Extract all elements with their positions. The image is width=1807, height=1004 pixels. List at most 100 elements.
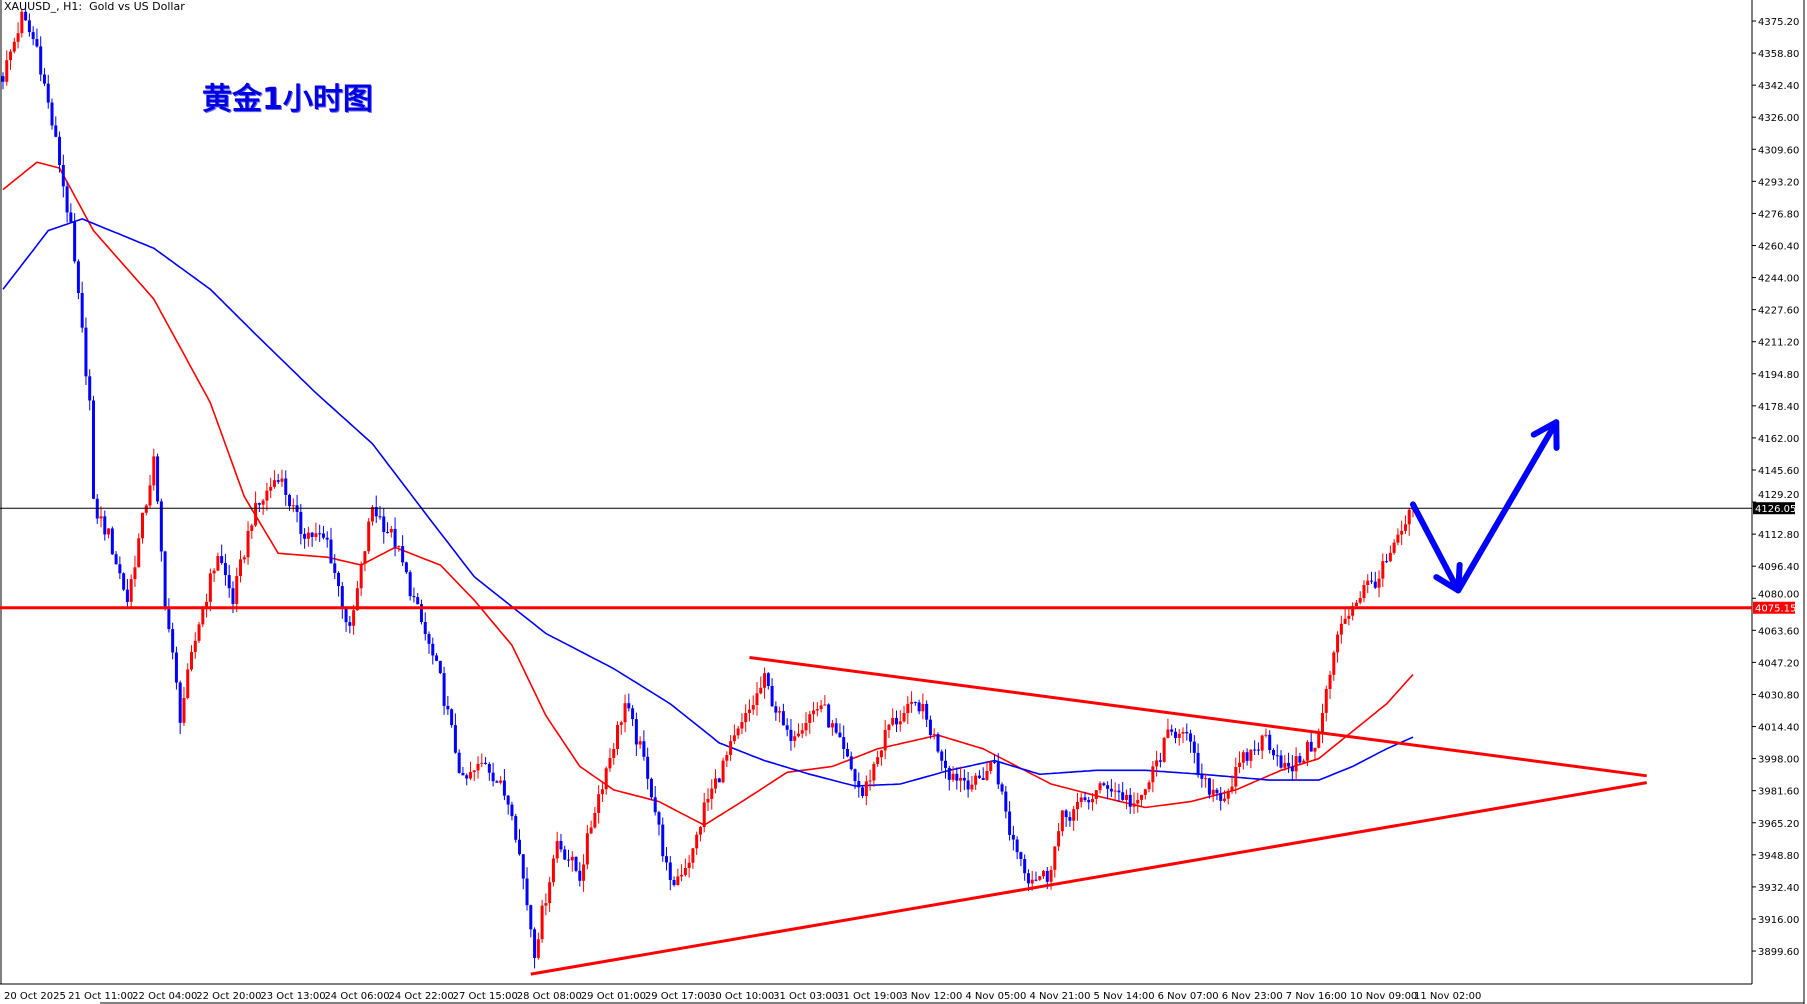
candle-body: [736, 728, 740, 736]
candle-body: [5, 60, 9, 82]
candle-body: [604, 768, 608, 790]
candle-body: [1328, 674, 1332, 689]
candle: [495, 780, 499, 783]
candle: [989, 760, 993, 775]
candle: [623, 694, 627, 733]
candle-body: [1377, 578, 1381, 588]
forecast-arrow[interactable]: [1409, 419, 1560, 594]
candle-body: [61, 164, 65, 187]
candle: [774, 701, 778, 721]
candle: [928, 715, 932, 739]
candle: [744, 704, 748, 732]
candle: [732, 724, 736, 745]
candle-body: [563, 849, 567, 860]
candle: [465, 773, 469, 786]
candle: [212, 568, 216, 583]
price-tick-label: 4162.00: [1758, 434, 1799, 445]
candle-body: [879, 750, 883, 758]
candle-body: [197, 624, 201, 641]
candle-body: [110, 528, 114, 555]
price-tick-label: 3932.40: [1758, 883, 1799, 894]
candle: [514, 813, 518, 843]
candle-body: [42, 74, 46, 84]
candle-body: [1283, 762, 1287, 768]
candle-body: [1087, 800, 1091, 803]
candle-body: [50, 102, 54, 126]
candles: [1, 3, 1415, 969]
candle-body: [1336, 634, 1340, 653]
price-tick-label: 3948.80: [1758, 851, 1799, 862]
candle-body: [1015, 839, 1019, 853]
candle: [110, 526, 114, 555]
candle: [39, 36, 43, 82]
candle-body: [337, 572, 341, 587]
candle-body: [634, 719, 638, 745]
trendlines[interactable]: [530, 656, 1647, 976]
price-tick-label: 4112.80: [1758, 530, 1799, 541]
time-tick-label: 28 Oct 08:00: [517, 991, 582, 1002]
candle: [1241, 750, 1245, 770]
candle: [646, 747, 650, 790]
candle: [725, 751, 729, 767]
candle-body: [649, 778, 653, 798]
triangle-lower-trendline[interactable]: [530, 781, 1647, 976]
candle: [1057, 823, 1061, 851]
candle: [1008, 801, 1012, 841]
candle-body: [657, 812, 661, 825]
price-tick-label: 4309.60: [1758, 145, 1799, 156]
candle: [906, 696, 910, 725]
candle-body: [910, 702, 914, 704]
candle-body: [1275, 755, 1279, 757]
candle-body: [1113, 790, 1117, 792]
candle: [480, 753, 484, 768]
candle: [1189, 729, 1193, 753]
candle: [548, 876, 552, 912]
candle: [250, 523, 254, 539]
candle: [276, 474, 280, 485]
candle-body: [902, 713, 906, 722]
candle: [257, 502, 261, 513]
candle: [1381, 553, 1385, 587]
candle-body: [1128, 794, 1132, 807]
candle-body: [355, 588, 359, 611]
candle-body: [653, 797, 657, 813]
candle-body: [1279, 755, 1283, 768]
candle: [619, 720, 623, 735]
candle: [1147, 780, 1151, 793]
candle: [959, 766, 963, 793]
candle: [981, 767, 985, 781]
time-tick-label: 31 Oct 03:00: [773, 991, 838, 1002]
candle-body: [944, 760, 947, 768]
candle: [261, 498, 265, 515]
candle: [1336, 631, 1340, 663]
candle: [416, 593, 420, 605]
candle-body: [974, 775, 978, 785]
candle-body: [717, 778, 721, 783]
candle: [1000, 782, 1004, 795]
candle: [333, 554, 337, 579]
candle: [404, 561, 408, 574]
candle-body: [585, 833, 589, 865]
candle: [1238, 751, 1242, 774]
candle: [665, 847, 669, 871]
triangle-upper-trendline[interactable]: [749, 656, 1647, 778]
candle-body: [148, 485, 152, 506]
candle: [830, 719, 834, 736]
time-tick-label: 29 Oct 01:00: [581, 991, 646, 1002]
candle-body: [1253, 749, 1257, 751]
candle: [921, 693, 925, 720]
candle-body: [981, 778, 985, 780]
candle: [42, 68, 46, 87]
candle-body: [122, 573, 126, 590]
candle-body: [442, 673, 446, 706]
candle: [1064, 809, 1068, 827]
candle: [985, 762, 989, 781]
candle-body: [1388, 552, 1392, 562]
candle-body: [1151, 766, 1155, 783]
candle-body: [118, 564, 122, 574]
horizontal-lines[interactable]: 4126.05 4075.15: [0, 502, 1796, 615]
candle-body: [740, 722, 744, 729]
candle-body: [1313, 747, 1317, 752]
candle-body: [506, 795, 510, 805]
